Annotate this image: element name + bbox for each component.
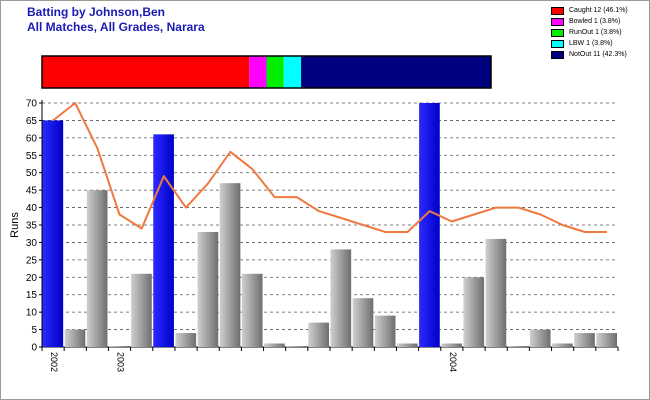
legend-item: LBW 1 (3.8%) <box>551 38 647 49</box>
bar-out <box>219 183 241 347</box>
legend-label: Caught 12 (46.1%) <box>569 7 628 14</box>
legend-label: RunOut 1 (3.8%) <box>569 29 622 36</box>
bar-out <box>374 315 396 347</box>
y-tick-label: 0 <box>31 343 37 354</box>
legend-item: RunOut 1 (3.8%) <box>551 27 647 38</box>
y-tick-label: 55 <box>26 151 38 162</box>
bar-out <box>441 343 462 347</box>
legend-swatch <box>551 6 564 15</box>
y-tick-label: 10 <box>26 308 38 319</box>
bar-out <box>308 322 329 347</box>
bar-out <box>507 346 529 347</box>
bar-not-out <box>153 134 174 347</box>
bar-out <box>485 238 507 347</box>
bar-out <box>529 329 551 347</box>
average-line <box>52 102 607 233</box>
bar-out <box>352 298 374 347</box>
bar-out <box>64 329 86 347</box>
dismissal-strip-border <box>41 55 492 89</box>
bar-out <box>108 346 130 347</box>
dismissal-segment <box>283 56 302 88</box>
legend-label: LBW 1 (3.8%) <box>569 40 613 47</box>
legend-swatch <box>551 17 564 26</box>
y-tick-label: 45 <box>26 186 38 197</box>
x-tick-label: 2004 <box>448 352 458 372</box>
bar-out <box>175 333 197 347</box>
bar-out <box>131 273 152 347</box>
legend-swatch <box>551 39 564 48</box>
chart-title: Batting by Johnson,Ben <box>27 5 165 19</box>
y-tick-label: 30 <box>26 238 38 249</box>
dismissal-segment <box>301 56 491 88</box>
x-tick-label: 2002 <box>49 352 59 372</box>
bar-out <box>396 343 418 347</box>
y-tick-label: 25 <box>26 255 38 266</box>
y-tick-label: 5 <box>31 325 37 336</box>
dismissal-segment <box>249 56 267 88</box>
y-tick-label: 50 <box>26 168 38 179</box>
dismissal-segment <box>266 56 284 88</box>
dismissal-segment <box>42 56 250 88</box>
bar-out <box>286 346 307 347</box>
legend-swatch <box>551 50 564 59</box>
bar-out <box>197 231 219 347</box>
y-tick-label: 35 <box>26 221 38 232</box>
bar-not-out <box>419 103 440 347</box>
x-tick-label: 2003 <box>115 352 125 372</box>
chart-subtitle: All Matches, All Grades, Narara <box>27 20 205 34</box>
legend-item: NotOut 11 (42.3%) <box>551 49 647 60</box>
y-tick-label: 60 <box>26 133 38 144</box>
y-tick-label: 15 <box>26 290 38 301</box>
bar-out <box>330 249 352 347</box>
legend-item: Bowled 1 (3.8%) <box>551 16 647 27</box>
y-tick-label: 20 <box>26 273 38 284</box>
y-tick-label: 65 <box>26 116 38 127</box>
legend-label: Bowled 1 (3.8%) <box>569 18 621 25</box>
bar-not-out <box>42 120 64 347</box>
bar-out <box>596 333 617 347</box>
legend-item: Caught 12 (46.1%) <box>551 5 647 16</box>
legend-label: NotOut 11 (42.3%) <box>569 51 627 58</box>
bar-out <box>463 277 485 347</box>
bar-out <box>552 343 573 347</box>
y-tick-label: 70 <box>26 99 38 110</box>
bar-out <box>574 333 595 347</box>
bar-out <box>241 273 263 347</box>
y-axis-label: Runs <box>9 212 21 238</box>
legend-swatch <box>551 28 564 37</box>
dismissal-legend: Caught 12 (46.1%) Bowled 1 (3.8%) RunOut 1… <box>551 5 647 60</box>
bar-out <box>86 190 108 347</box>
y-tick-label: 40 <box>26 203 38 214</box>
bar-out <box>264 343 285 347</box>
